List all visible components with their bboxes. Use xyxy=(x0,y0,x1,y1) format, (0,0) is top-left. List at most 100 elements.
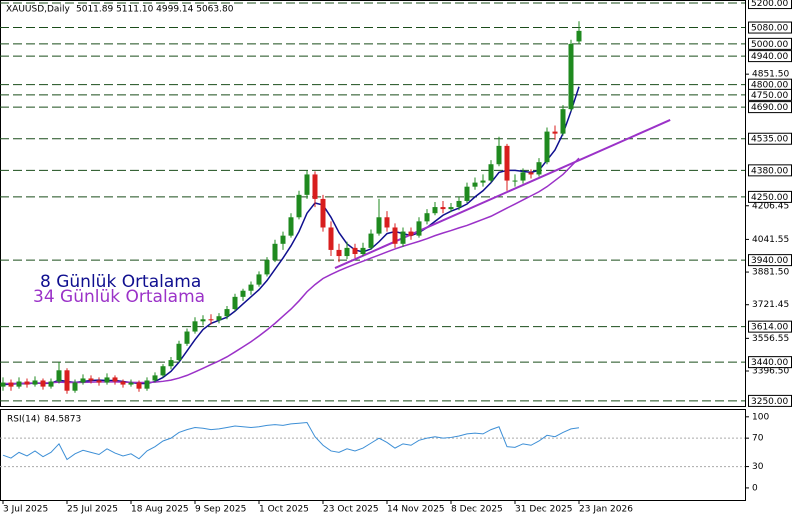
candle-body xyxy=(72,382,78,391)
candle-body xyxy=(80,378,86,383)
candle-body xyxy=(376,217,382,234)
level-label: 3250.00 xyxy=(751,397,788,407)
candle-body xyxy=(536,162,542,175)
rsi-panel xyxy=(0,409,746,501)
rsi-readout: 84.5873 xyxy=(44,415,81,425)
level-label-box xyxy=(748,254,792,267)
candle-body xyxy=(520,172,526,181)
candle-body xyxy=(184,331,190,344)
level-label: 5200.00 xyxy=(751,0,788,9)
candle-body xyxy=(208,319,214,321)
rsi-title: RSI(14) xyxy=(7,415,40,425)
candle-body xyxy=(112,377,118,382)
level-label: 5000.00 xyxy=(751,40,788,50)
level-label: 4940.00 xyxy=(751,52,788,62)
candle-body xyxy=(544,131,550,163)
level-label: 4380.00 xyxy=(751,166,788,176)
candle-body xyxy=(168,360,174,367)
candle-body xyxy=(144,380,150,389)
candle-body xyxy=(416,221,422,236)
candle-body xyxy=(24,381,30,385)
candle-body xyxy=(56,370,62,382)
x-tick-label: 18 Aug 2025 xyxy=(131,505,189,515)
candle-body xyxy=(152,375,158,381)
candle-body xyxy=(160,366,166,376)
y-tick-label: 4206.45 xyxy=(752,201,789,211)
y-tick-label: 3721.45 xyxy=(752,300,789,310)
level-label: 3440.00 xyxy=(751,358,788,368)
candle-body xyxy=(88,378,94,381)
level-label-box xyxy=(748,21,792,34)
candle-body xyxy=(16,381,22,387)
y-tick-label: 3881.50 xyxy=(752,268,789,278)
candle-body xyxy=(448,207,454,210)
candle-body xyxy=(400,231,406,244)
y-tick-label: 30 xyxy=(752,462,764,472)
candle-body xyxy=(120,381,126,385)
level-label-box xyxy=(748,132,792,145)
candle-body xyxy=(320,198,326,228)
candle-body xyxy=(488,164,494,181)
x-tick-label: 8 Dec 2025 xyxy=(451,505,503,515)
y-tick-label: 4041.55 xyxy=(752,235,789,245)
candle-body xyxy=(0,382,6,387)
candle-body xyxy=(176,343,182,361)
candle-body xyxy=(528,172,534,175)
candle-body xyxy=(368,233,374,248)
candle-body xyxy=(464,186,470,201)
candle-body xyxy=(432,207,438,214)
candle-body xyxy=(64,370,70,391)
level-label-box xyxy=(748,50,792,63)
x-tick-label: 9 Sep 2025 xyxy=(195,505,246,515)
level-label: 3614.00 xyxy=(751,323,788,333)
candle-body xyxy=(8,382,14,387)
candle-body xyxy=(232,296,238,310)
level-label-box xyxy=(748,190,792,203)
level-label-box xyxy=(748,0,792,10)
candle-body xyxy=(128,382,134,385)
price-panel xyxy=(0,0,746,407)
level-label: 4690.00 xyxy=(751,103,788,113)
rsi-line xyxy=(2,421,580,461)
level-label-box xyxy=(748,164,792,177)
y-tick-label: 100 xyxy=(752,412,769,422)
candle-body xyxy=(512,180,518,182)
level-label: 3940.00 xyxy=(751,256,788,266)
legend-entry: 34 Günlük Ortalama xyxy=(33,287,205,307)
candle-body xyxy=(304,174,310,195)
level-label: 4250.00 xyxy=(751,193,788,203)
candle-body xyxy=(576,30,582,42)
level-label-box xyxy=(748,37,792,50)
candle-body xyxy=(496,145,502,165)
x-tick-label: 25 Jul 2025 xyxy=(67,505,118,515)
ohlc-readout: 5011.89 5111.10 4999.14 5063.80 xyxy=(76,5,234,15)
candle-body xyxy=(456,200,462,208)
level-label-box xyxy=(748,320,792,333)
candle-body xyxy=(240,290,246,297)
x-tick-label: 1 Oct 2025 xyxy=(259,505,309,515)
candle-body xyxy=(344,247,350,257)
candle-body xyxy=(248,284,254,291)
candle-body xyxy=(360,247,366,255)
level-label: 4800.00 xyxy=(751,81,788,91)
candle-body xyxy=(256,274,262,285)
x-tick-label: 23 Oct 2025 xyxy=(323,505,379,515)
candle-body xyxy=(288,217,294,236)
candle-body xyxy=(504,145,510,181)
candle-body xyxy=(280,235,286,244)
level-label: 4535.00 xyxy=(751,135,788,145)
candle-body xyxy=(136,382,142,389)
level-label-box xyxy=(748,101,792,114)
chart-title: XAUUSD,Daily xyxy=(6,5,70,15)
candle-body xyxy=(568,43,574,110)
candle-body xyxy=(408,231,414,236)
candle-body xyxy=(440,207,446,210)
trendline xyxy=(334,119,671,269)
candle-body xyxy=(384,217,390,228)
candle-body xyxy=(296,194,302,218)
candle-body xyxy=(328,227,334,250)
y-tick-label: 3396.50 xyxy=(752,367,789,377)
candle-body xyxy=(424,213,430,222)
y-tick-label: 70 xyxy=(752,434,764,444)
